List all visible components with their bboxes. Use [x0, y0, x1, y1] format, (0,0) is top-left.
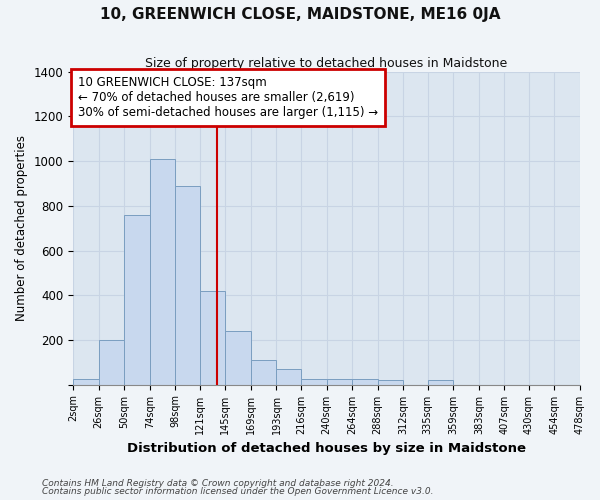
- Bar: [326, 379, 352, 384]
- Bar: [150, 159, 175, 384]
- Bar: [352, 379, 377, 384]
- Text: Contains HM Land Registry data © Crown copyright and database right 2024.: Contains HM Land Registry data © Crown c…: [42, 479, 394, 488]
- Title: Size of property relative to detached houses in Maidstone: Size of property relative to detached ho…: [145, 58, 508, 70]
- Bar: [277, 369, 301, 384]
- Bar: [377, 380, 403, 384]
- Bar: [200, 291, 226, 384]
- Bar: [124, 215, 150, 384]
- Bar: [73, 379, 98, 384]
- Bar: [98, 340, 124, 384]
- Bar: [251, 360, 277, 384]
- X-axis label: Distribution of detached houses by size in Maidstone: Distribution of detached houses by size …: [127, 442, 526, 455]
- Text: 10, GREENWICH CLOSE, MAIDSTONE, ME16 0JA: 10, GREENWICH CLOSE, MAIDSTONE, ME16 0JA: [100, 8, 500, 22]
- Y-axis label: Number of detached properties: Number of detached properties: [15, 135, 28, 321]
- Bar: [226, 331, 251, 384]
- Bar: [175, 186, 200, 384]
- Bar: [428, 380, 453, 384]
- Bar: [301, 379, 326, 384]
- Text: Contains public sector information licensed under the Open Government Licence v3: Contains public sector information licen…: [42, 487, 433, 496]
- Text: 10 GREENWICH CLOSE: 137sqm
← 70% of detached houses are smaller (2,619)
30% of s: 10 GREENWICH CLOSE: 137sqm ← 70% of deta…: [78, 76, 378, 120]
